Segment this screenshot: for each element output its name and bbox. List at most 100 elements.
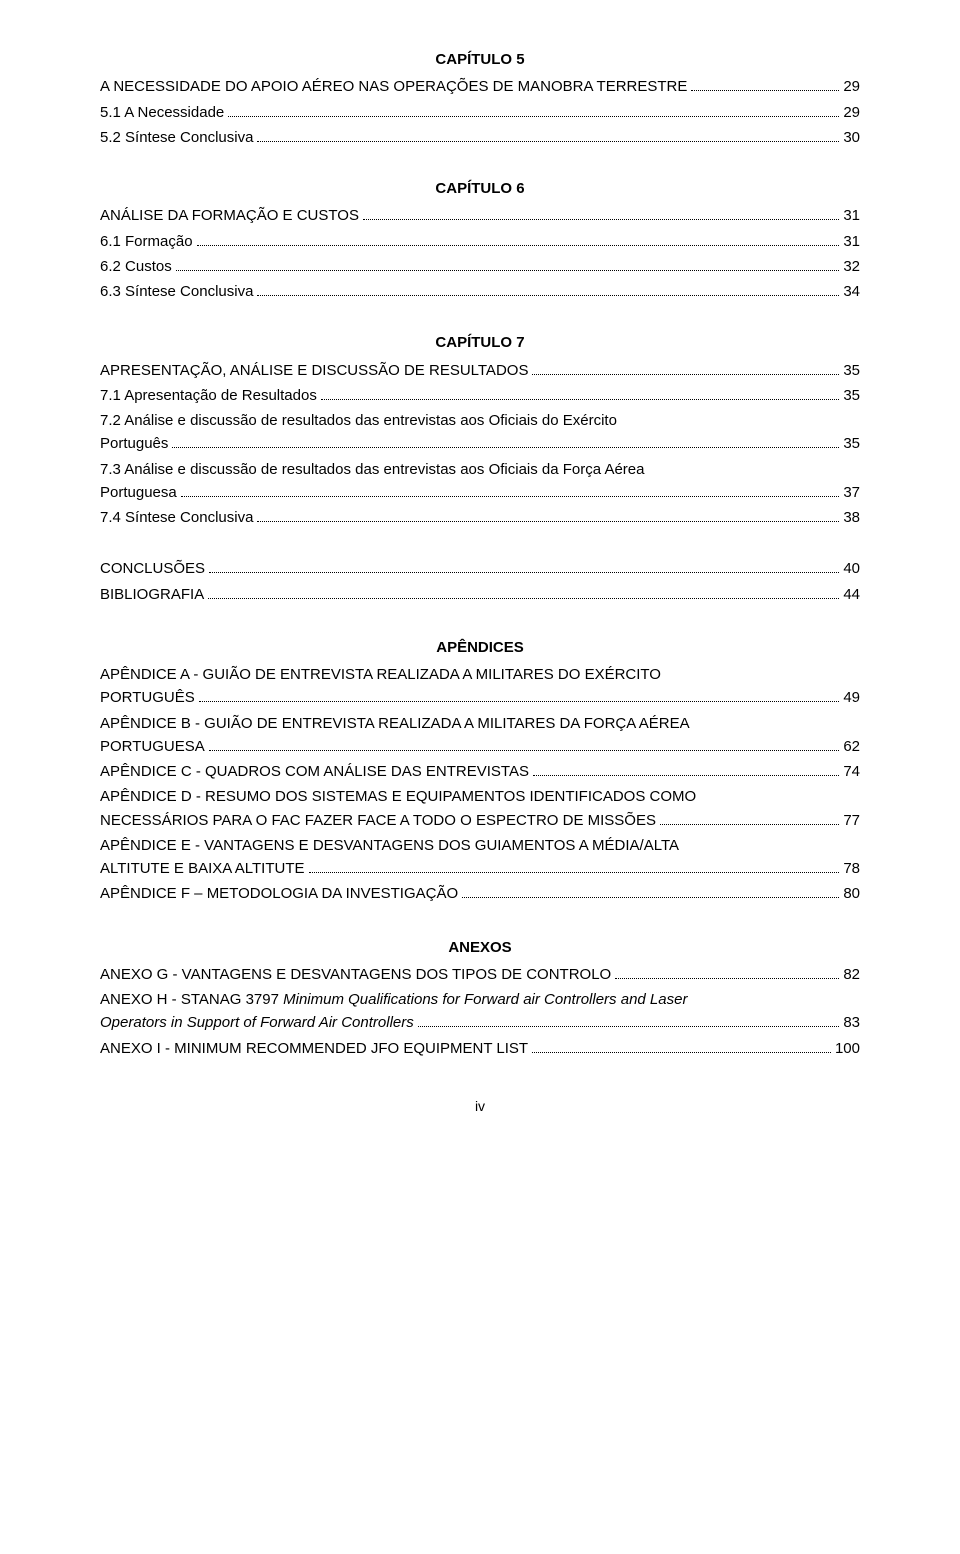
toc-page: 31	[843, 204, 860, 227]
toc-label: 6.2 Custos	[100, 255, 172, 278]
toc-page: 29	[843, 101, 860, 124]
toc-page: 83	[843, 1011, 860, 1034]
toc-row: CONCLUSÕES 40	[100, 557, 860, 580]
toc-label: PORTUGUESA	[100, 735, 205, 758]
toc-row: ANEXO G - VANTAGENS E DESVANTAGENS DOS T…	[100, 963, 860, 986]
toc-page: 30	[843, 126, 860, 149]
toc-leader	[228, 116, 839, 117]
toc-page: 35	[843, 432, 860, 455]
toc-row-wrapped: APÊNDICE D - RESUMO DOS SISTEMAS E EQUIP…	[100, 785, 860, 832]
toc-row-wrapped: ANEXO H - STANAG 3797 Minimum Qualificat…	[100, 988, 860, 1035]
toc-page: 78	[843, 857, 860, 880]
toc-leader	[309, 872, 840, 873]
chapter-5-heading: CAPÍTULO 5	[100, 48, 860, 71]
toc-page: 62	[843, 735, 860, 758]
chapter-6-title-row: ANÁLISE DA FORMAÇÃO E CUSTOS 31	[100, 204, 860, 227]
toc-wrap-line1: APÊNDICE E - VANTAGENS E DESVANTAGENS DO…	[100, 834, 860, 857]
toc-leader	[462, 897, 839, 898]
toc-label: ANEXO I - MINIMUM RECOMMENDED JFO EQUIPM…	[100, 1037, 528, 1060]
toc-page: 77	[843, 809, 860, 832]
toc-wrap-line1: 7.3 Análise e discussão de resultados da…	[100, 458, 860, 481]
toc-label: BIBLIOGRAFIA	[100, 583, 204, 606]
toc-label: 6.3 Síntese Conclusiva	[100, 280, 253, 303]
toc-row-wrapped: 7.2 Análise e discussão de resultados da…	[100, 409, 860, 456]
toc-label: 6.1 Formação	[100, 230, 193, 253]
toc-wrap-line1: 7.2 Análise e discussão de resultados da…	[100, 409, 860, 432]
toc-label: Portuguesa	[100, 481, 177, 504]
toc-page: 40	[843, 557, 860, 580]
toc-label: CONCLUSÕES	[100, 557, 205, 580]
toc-page: 49	[843, 686, 860, 709]
toc-leader	[533, 775, 839, 776]
toc-leader	[363, 219, 839, 220]
toc-row: 5.1 A Necessidade 29	[100, 101, 860, 124]
toc-label: 7.1 Apresentação de Resultados	[100, 384, 317, 407]
toc-leader	[197, 245, 840, 246]
toc-leader	[176, 270, 840, 271]
toc-label: 7.4 Síntese Conclusiva	[100, 506, 253, 529]
toc-row-wrapped: 7.3 Análise e discussão de resultados da…	[100, 458, 860, 505]
toc-label: APÊNDICE F – METODOLOGIA DA INVESTIGAÇÃO	[100, 882, 458, 905]
toc-leader	[532, 374, 839, 375]
toc-h-plain: ANEXO H - STANAG 3797	[100, 991, 283, 1008]
toc-label: ANÁLISE DA FORMAÇÃO E CUSTOS	[100, 204, 359, 227]
toc-row: BIBLIOGRAFIA 44	[100, 583, 860, 606]
toc-wrap-line1: APÊNDICE B - GUIÃO DE ENTREVISTA REALIZA…	[100, 712, 860, 735]
toc-leader	[615, 978, 839, 979]
toc-leader	[257, 141, 839, 142]
toc-leader	[172, 447, 839, 448]
toc-label: APRESENTAÇÃO, ANÁLISE E DISCUSSÃO DE RES…	[100, 359, 528, 382]
toc-h-italic1: Minimum Qualifications for Forward air C…	[283, 991, 687, 1008]
apendices-heading: APÊNDICES	[100, 636, 860, 659]
toc-page: 100	[835, 1037, 860, 1060]
toc-label: Operators in Support of Forward Air Cont…	[100, 1011, 414, 1034]
toc-page: 35	[843, 384, 860, 407]
toc-label: PORTUGUÊS	[100, 686, 195, 709]
chapter-7-title-row: APRESENTAÇÃO, ANÁLISE E DISCUSSÃO DE RES…	[100, 359, 860, 382]
toc-leader	[691, 90, 839, 91]
toc-label: ALTITUTE E BAIXA ALTITUTE	[100, 857, 305, 880]
chapter-7-heading: CAPÍTULO 7	[100, 331, 860, 354]
toc-page: 38	[843, 506, 860, 529]
toc-page: 35	[843, 359, 860, 382]
toc-page: 34	[843, 280, 860, 303]
anexos-heading: ANEXOS	[100, 936, 860, 959]
toc-page: 31	[843, 230, 860, 253]
toc-label: 5.1 A Necessidade	[100, 101, 224, 124]
toc-leader	[532, 1052, 831, 1053]
toc-page: 32	[843, 255, 860, 278]
toc-row: 7.1 Apresentação de Resultados 35	[100, 384, 860, 407]
toc-row: 6.1 Formação 31	[100, 230, 860, 253]
toc-page: 44	[843, 583, 860, 606]
toc-leader	[181, 496, 840, 497]
toc-label: A NECESSIDADE DO APOIO AÉREO NAS OPERAÇÕ…	[100, 75, 687, 98]
toc-leader	[208, 598, 839, 599]
toc-page: 37	[843, 481, 860, 504]
toc-label: APÊNDICE C - QUADROS COM ANÁLISE DAS ENT…	[100, 760, 529, 783]
toc-row-wrapped: APÊNDICE E - VANTAGENS E DESVANTAGENS DO…	[100, 834, 860, 881]
chapter-6-heading: CAPÍTULO 6	[100, 177, 860, 200]
toc-leader	[660, 824, 839, 825]
toc-row: 6.3 Síntese Conclusiva 34	[100, 280, 860, 303]
toc-leader	[199, 701, 840, 702]
toc-leader	[418, 1026, 840, 1027]
toc-row: 6.2 Custos 32	[100, 255, 860, 278]
toc-wrap-line1: ANEXO H - STANAG 3797 Minimum Qualificat…	[100, 988, 860, 1011]
toc-leader	[209, 572, 839, 573]
toc-label: NECESSÁRIOS PARA O FAC FAZER FACE A TODO…	[100, 809, 656, 832]
toc-row-wrapped: APÊNDICE B - GUIÃO DE ENTREVISTA REALIZA…	[100, 712, 860, 759]
toc-page: 82	[843, 963, 860, 986]
spacer	[100, 531, 860, 557]
toc-label: ANEXO G - VANTAGENS E DESVANTAGENS DOS T…	[100, 963, 611, 986]
toc-page: 74	[843, 760, 860, 783]
toc-page: 80	[843, 882, 860, 905]
toc-row: 7.4 Síntese Conclusiva 38	[100, 506, 860, 529]
page-number: iv	[100, 1096, 860, 1118]
toc-wrap-line1: APÊNDICE A - GUIÃO DE ENTREVISTA REALIZA…	[100, 663, 860, 686]
toc-wrap-line1: APÊNDICE D - RESUMO DOS SISTEMAS E EQUIP…	[100, 785, 860, 808]
toc-leader	[257, 295, 839, 296]
toc-label: Português	[100, 432, 168, 455]
toc-row: ANEXO I - MINIMUM RECOMMENDED JFO EQUIPM…	[100, 1037, 860, 1060]
toc-leader	[321, 399, 839, 400]
toc-row: APÊNDICE C - QUADROS COM ANÁLISE DAS ENT…	[100, 760, 860, 783]
